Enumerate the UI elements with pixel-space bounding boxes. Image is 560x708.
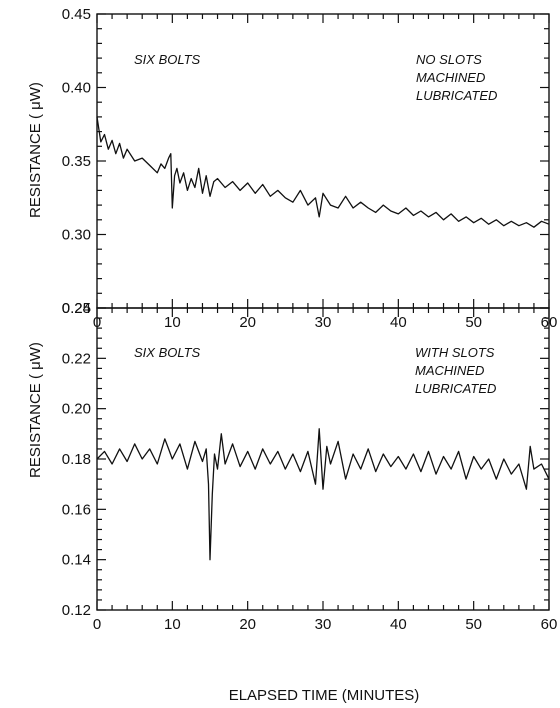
x-axis-title: ELAPSED TIME (MINUTES) (229, 687, 420, 704)
bottom-y-tick-label: 0.14 (62, 552, 91, 569)
top-y-tick-label: 0.40 (62, 80, 91, 97)
bottom-annotation-right-2: MACHINED (415, 363, 484, 378)
top-y-tick-label: 0.35 (62, 153, 91, 170)
bottom-annotation-left: SIX BOLTS (134, 345, 201, 360)
bottom-y-tick-label: 0.12 (62, 602, 91, 619)
bottom-y-tick-label: 0.22 (62, 350, 91, 367)
top-y-tick-label: 0.45 (62, 6, 91, 23)
bottom-x-tick-label: 50 (465, 616, 482, 633)
bottom-y-tick-label: 0.24 (62, 300, 91, 317)
bottom-y-tick-label: 0.16 (62, 501, 91, 518)
top-series-line (96, 116, 550, 228)
bottom-x-tick-label: 30 (315, 616, 332, 633)
bottom-x-tick-label: 60 (541, 616, 558, 633)
bottom-y-tick-label: 0.20 (62, 401, 91, 418)
bottom-x-tick-label: 40 (390, 616, 407, 633)
top-annotation-right-1: NO SLOTS (416, 52, 482, 67)
top-annotation-right-3: LUBRICATED (416, 88, 497, 103)
top-ylabel: RESISTANCE ( μW) (27, 82, 44, 218)
top-x-tick-label: 50 (465, 314, 482, 331)
bottom-x-tick-label: 20 (239, 616, 256, 633)
top-x-tick-label: 20 (239, 314, 256, 331)
top-panel: RESISTANCE ( μW) SIX BOLTS NO SLOTS MACH… (27, 6, 557, 331)
bottom-annotation-right-3: LUBRICATED (415, 381, 496, 396)
top-annotation-right-2: MACHINED (416, 70, 485, 85)
top-x-tick-label: 30 (315, 314, 332, 331)
top-x-tick-label: 40 (390, 314, 407, 331)
bottom-series-line (96, 428, 550, 561)
bottom-x-tick-label: 0 (93, 616, 101, 633)
top-y-tick-label: 0.30 (62, 227, 91, 244)
top-annotation-left: SIX BOLTS (134, 52, 201, 67)
bottom-annotation-right-1: WITH SLOTS (415, 345, 495, 360)
bottom-panel: RESISTANCE ( μW) SIX BOLTS WITH SLOTS MA… (27, 300, 557, 633)
bottom-x-tick-label: 10 (164, 616, 181, 633)
top-y-tick-label: 0.25 (62, 300, 91, 317)
bottom-ylabel: RESISTANCE ( μW) (27, 342, 44, 478)
top-x-tick-label: 10 (164, 314, 181, 331)
bottom-y-tick-label: 0.18 (62, 451, 91, 468)
